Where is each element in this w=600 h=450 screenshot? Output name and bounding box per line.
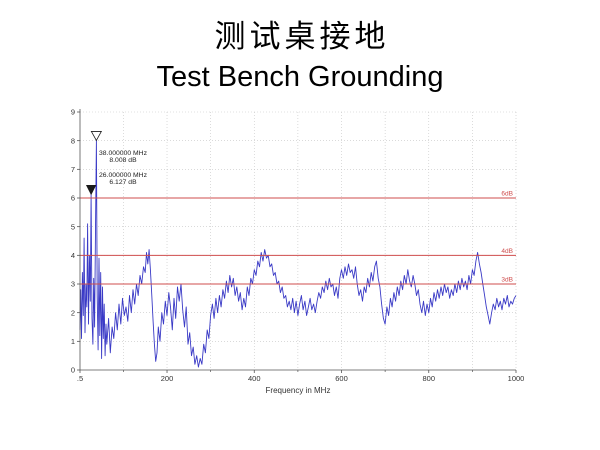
x-tick-label: 1000 (508, 374, 525, 383)
y-tick-label: 6 (71, 194, 75, 203)
trace-line (79, 139, 517, 368)
y-tick-label: 5 (71, 222, 75, 231)
marker-level-label: 8.008 dB (109, 157, 137, 164)
marker-frequency-label: 26.000000 MHz (99, 172, 148, 179)
slide-title-chinese: 测试桌接地 (214, 19, 390, 55)
slide-title-english: Test Bench Grounding (156, 61, 444, 93)
chart-trace (79, 139, 517, 368)
y-tick-label: 2 (71, 308, 75, 317)
threshold-label: 3dB (501, 277, 513, 284)
y-tick-label: 9 (71, 108, 75, 117)
marker-frequency-label: 38.000000 MHz (99, 150, 148, 157)
x-tick-label: 400 (248, 374, 261, 383)
threshold-label: 6dB (501, 191, 513, 198)
chart-threshold-lines: 6dB 4dB 3dB (80, 191, 516, 285)
threshold-label: 4dB (501, 248, 513, 255)
marker-triangle-down-filled-icon (85, 184, 97, 196)
x-axis-label: Frequency in MHz (266, 386, 331, 395)
x-tick-label: 200 (161, 374, 174, 383)
x-tick-label: .5 (77, 374, 83, 383)
chart-axes: 0 1 2 3 4 5 6 7 8 9 .5 200 400 600 800 1000 (71, 108, 525, 383)
y-tick-label: 0 (71, 366, 75, 375)
y-tick-label: 1 (71, 337, 75, 346)
y-tick-label: 4 (71, 251, 75, 260)
x-tick-label: 600 (335, 374, 348, 383)
marker-triangle-down-outline-icon (90, 131, 103, 142)
x-tick-label: 800 (422, 374, 435, 383)
y-tick-label: 7 (71, 165, 75, 174)
y-tick-label: 8 (71, 136, 75, 145)
y-tick-label: 3 (71, 280, 75, 289)
marker-level-label: 6.127 dB (109, 179, 137, 186)
